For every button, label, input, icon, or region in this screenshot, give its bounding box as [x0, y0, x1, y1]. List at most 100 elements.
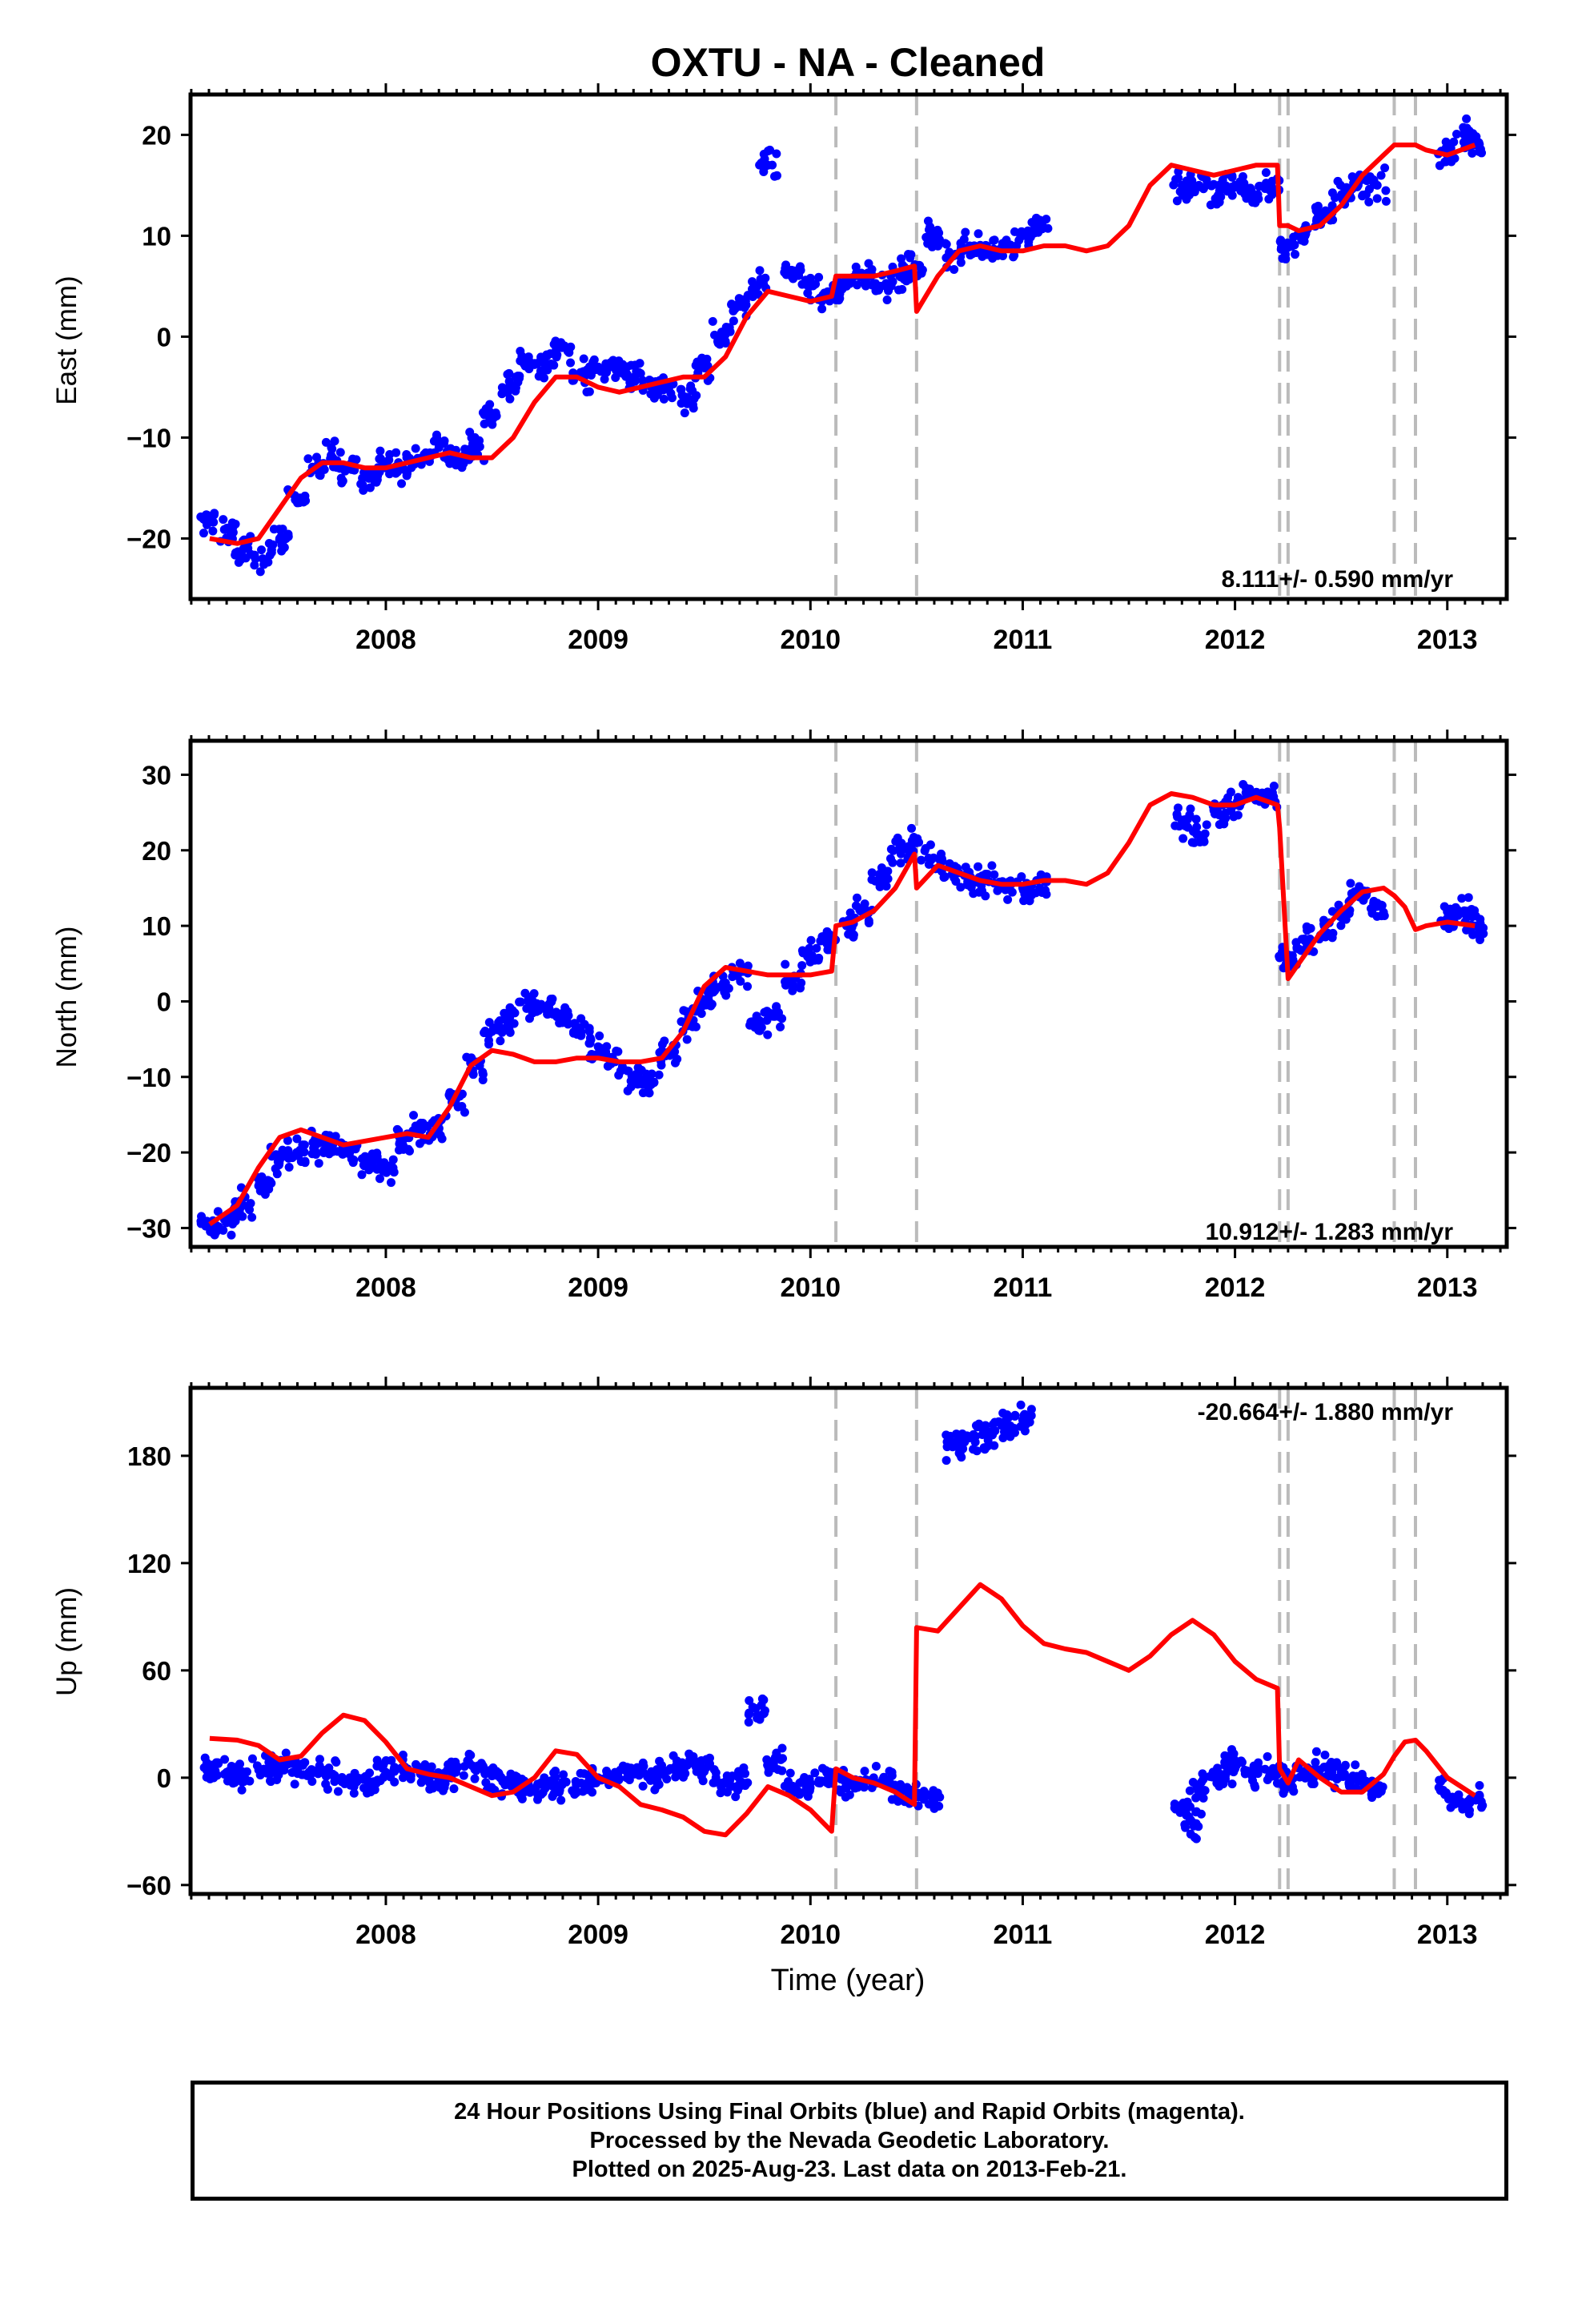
north-data-point — [313, 1136, 323, 1146]
up-data-point — [379, 1771, 389, 1781]
north-data-points — [196, 779, 1488, 1240]
north-x-tick-label: 2009 — [568, 1273, 628, 1303]
north-y-tick-label: −10 — [126, 1063, 171, 1092]
north-data-point — [1299, 934, 1309, 943]
east-data-point — [1380, 163, 1390, 173]
north-data-point — [1375, 901, 1384, 911]
up-data-point — [711, 1768, 721, 1778]
north-data-point — [324, 1149, 334, 1159]
up-data-point — [459, 1771, 468, 1780]
up-data-point — [602, 1768, 612, 1778]
up-data-point — [764, 1767, 773, 1777]
north-data-point — [974, 862, 983, 871]
east-data-point — [227, 518, 237, 528]
east-data-point — [1030, 228, 1039, 238]
up-data-point — [634, 1771, 644, 1780]
east-data-point — [1283, 243, 1293, 252]
up-data-point — [783, 1777, 793, 1787]
north-x-tick-label: 2010 — [780, 1273, 841, 1303]
east-data-point — [1335, 180, 1345, 190]
up-data-point — [473, 1761, 483, 1771]
up-data-point — [669, 1751, 678, 1760]
east-data-point — [1016, 230, 1026, 239]
up-data-point — [871, 1762, 881, 1771]
up-data-point — [1359, 1778, 1368, 1787]
east-data-point — [956, 239, 966, 248]
up-data-point — [946, 1431, 955, 1441]
north-data-point — [585, 1033, 595, 1043]
north-data-point — [404, 1144, 413, 1154]
east-data-point — [440, 436, 449, 445]
north-data-point — [1178, 834, 1188, 843]
up-data-point — [496, 1773, 505, 1783]
east-data-point — [928, 226, 938, 235]
east-data-point — [1242, 194, 1251, 203]
up-data-point — [240, 1774, 250, 1783]
up-y-tick-label: 120 — [127, 1549, 171, 1578]
footer-line-3: Plotted on 2025-Aug-23. Last data on 201… — [572, 2157, 1127, 2182]
north-data-point — [1199, 835, 1208, 845]
north-y-tick-label: 10 — [142, 911, 171, 941]
north-x-tick-label: 2011 — [994, 1273, 1053, 1303]
north-data-point — [1202, 820, 1211, 830]
east-y-tick-label: 20 — [142, 120, 171, 150]
east-data-point — [658, 385, 668, 395]
east-data-point — [403, 468, 412, 478]
up-data-point — [264, 1758, 274, 1767]
up-data-point — [444, 1759, 453, 1769]
up-data-point — [488, 1763, 498, 1772]
east-data-point — [740, 303, 749, 312]
up-data-point — [1436, 1777, 1446, 1787]
east-data-point — [1169, 180, 1178, 190]
up-data-point — [757, 1694, 767, 1703]
east-data-point — [234, 557, 243, 567]
east-data-points — [196, 114, 1487, 577]
east-data-point — [543, 365, 552, 375]
north-data-point — [697, 1009, 706, 1019]
north-data-point — [500, 1008, 509, 1018]
east-data-point — [1452, 130, 1461, 139]
east-x-tick-label: 2011 — [994, 625, 1053, 655]
east-data-point — [729, 316, 738, 326]
north-data-point — [1476, 919, 1485, 928]
up-data-point — [1250, 1780, 1259, 1790]
up-x-tick-label: 2010 — [780, 1920, 841, 1950]
up-data-point — [785, 1768, 795, 1778]
up-data-point — [709, 1778, 719, 1787]
north-y-tick-label: 30 — [142, 760, 171, 790]
up-data-point — [1190, 1832, 1199, 1842]
east-data-point — [1364, 197, 1374, 207]
up-axes-frame — [188, 1385, 1509, 1896]
east-data-point — [1178, 191, 1187, 200]
north-data-point — [763, 1030, 773, 1039]
east-data-point — [630, 360, 640, 370]
up-data-point — [387, 1755, 396, 1765]
north-data-point — [896, 858, 905, 868]
east-data-point — [1475, 139, 1484, 149]
east-data-point — [444, 455, 453, 464]
up-data-point — [646, 1775, 656, 1785]
north-data-point — [299, 1140, 309, 1150]
up-data-point — [1345, 1778, 1355, 1787]
north-data-point — [376, 1160, 386, 1169]
north-data-point — [647, 1069, 656, 1079]
east-data-point — [1327, 201, 1337, 211]
up-data-point — [1191, 1807, 1201, 1817]
east-data-point — [680, 408, 689, 418]
up-data-point — [1279, 1788, 1288, 1798]
east-data-point — [1368, 175, 1378, 185]
up-data-point — [1320, 1750, 1330, 1759]
east-data-point — [279, 544, 288, 553]
east-data-point — [1449, 137, 1459, 147]
up-data-point — [762, 1755, 772, 1764]
east-data-point — [524, 364, 534, 374]
east-data-point — [1475, 147, 1484, 156]
up-data-point — [769, 1759, 778, 1769]
north-data-point — [478, 1076, 488, 1085]
north-data-point — [409, 1111, 419, 1120]
up-data-point — [558, 1777, 568, 1787]
north-data-point — [691, 1022, 701, 1031]
east-data-point — [734, 294, 744, 304]
east-data-point — [210, 509, 219, 518]
east-data-point — [693, 357, 702, 367]
